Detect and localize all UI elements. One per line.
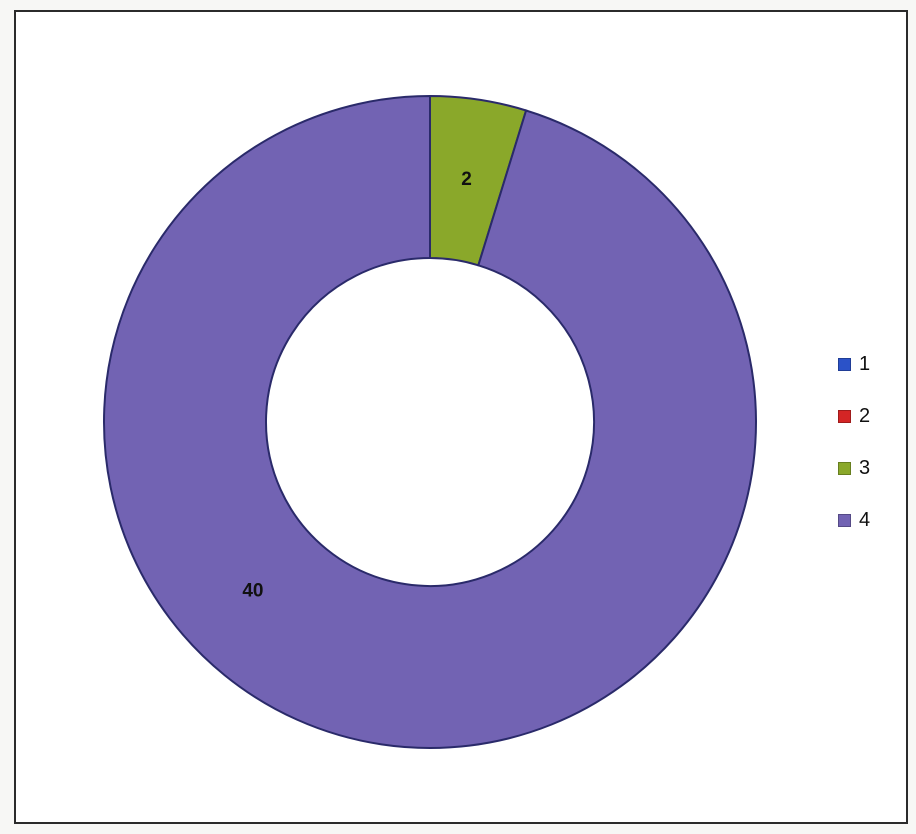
legend-label-2: 2 bbox=[859, 404, 871, 427]
legend-item-4: 4 bbox=[838, 494, 908, 546]
legend-item-1: 1 bbox=[838, 338, 908, 390]
legend-swatch-4 bbox=[838, 513, 851, 527]
legend-swatch-2 bbox=[838, 409, 851, 423]
legend-label-1: 1 bbox=[859, 352, 871, 375]
legend-label-3: 3 bbox=[859, 456, 871, 479]
legend: 1 2 3 4 bbox=[838, 338, 908, 546]
legend-item-3: 3 bbox=[838, 442, 908, 494]
legend-swatch-1 bbox=[838, 357, 851, 371]
data-label-4: 40 bbox=[242, 580, 263, 601]
donut-slice-4 bbox=[103, 94, 757, 749]
legend-label-4: 4 bbox=[859, 508, 871, 531]
legend-swatch-3 bbox=[838, 461, 851, 475]
legend-item-2: 2 bbox=[838, 390, 908, 442]
data-label-3: 2 bbox=[461, 169, 472, 190]
